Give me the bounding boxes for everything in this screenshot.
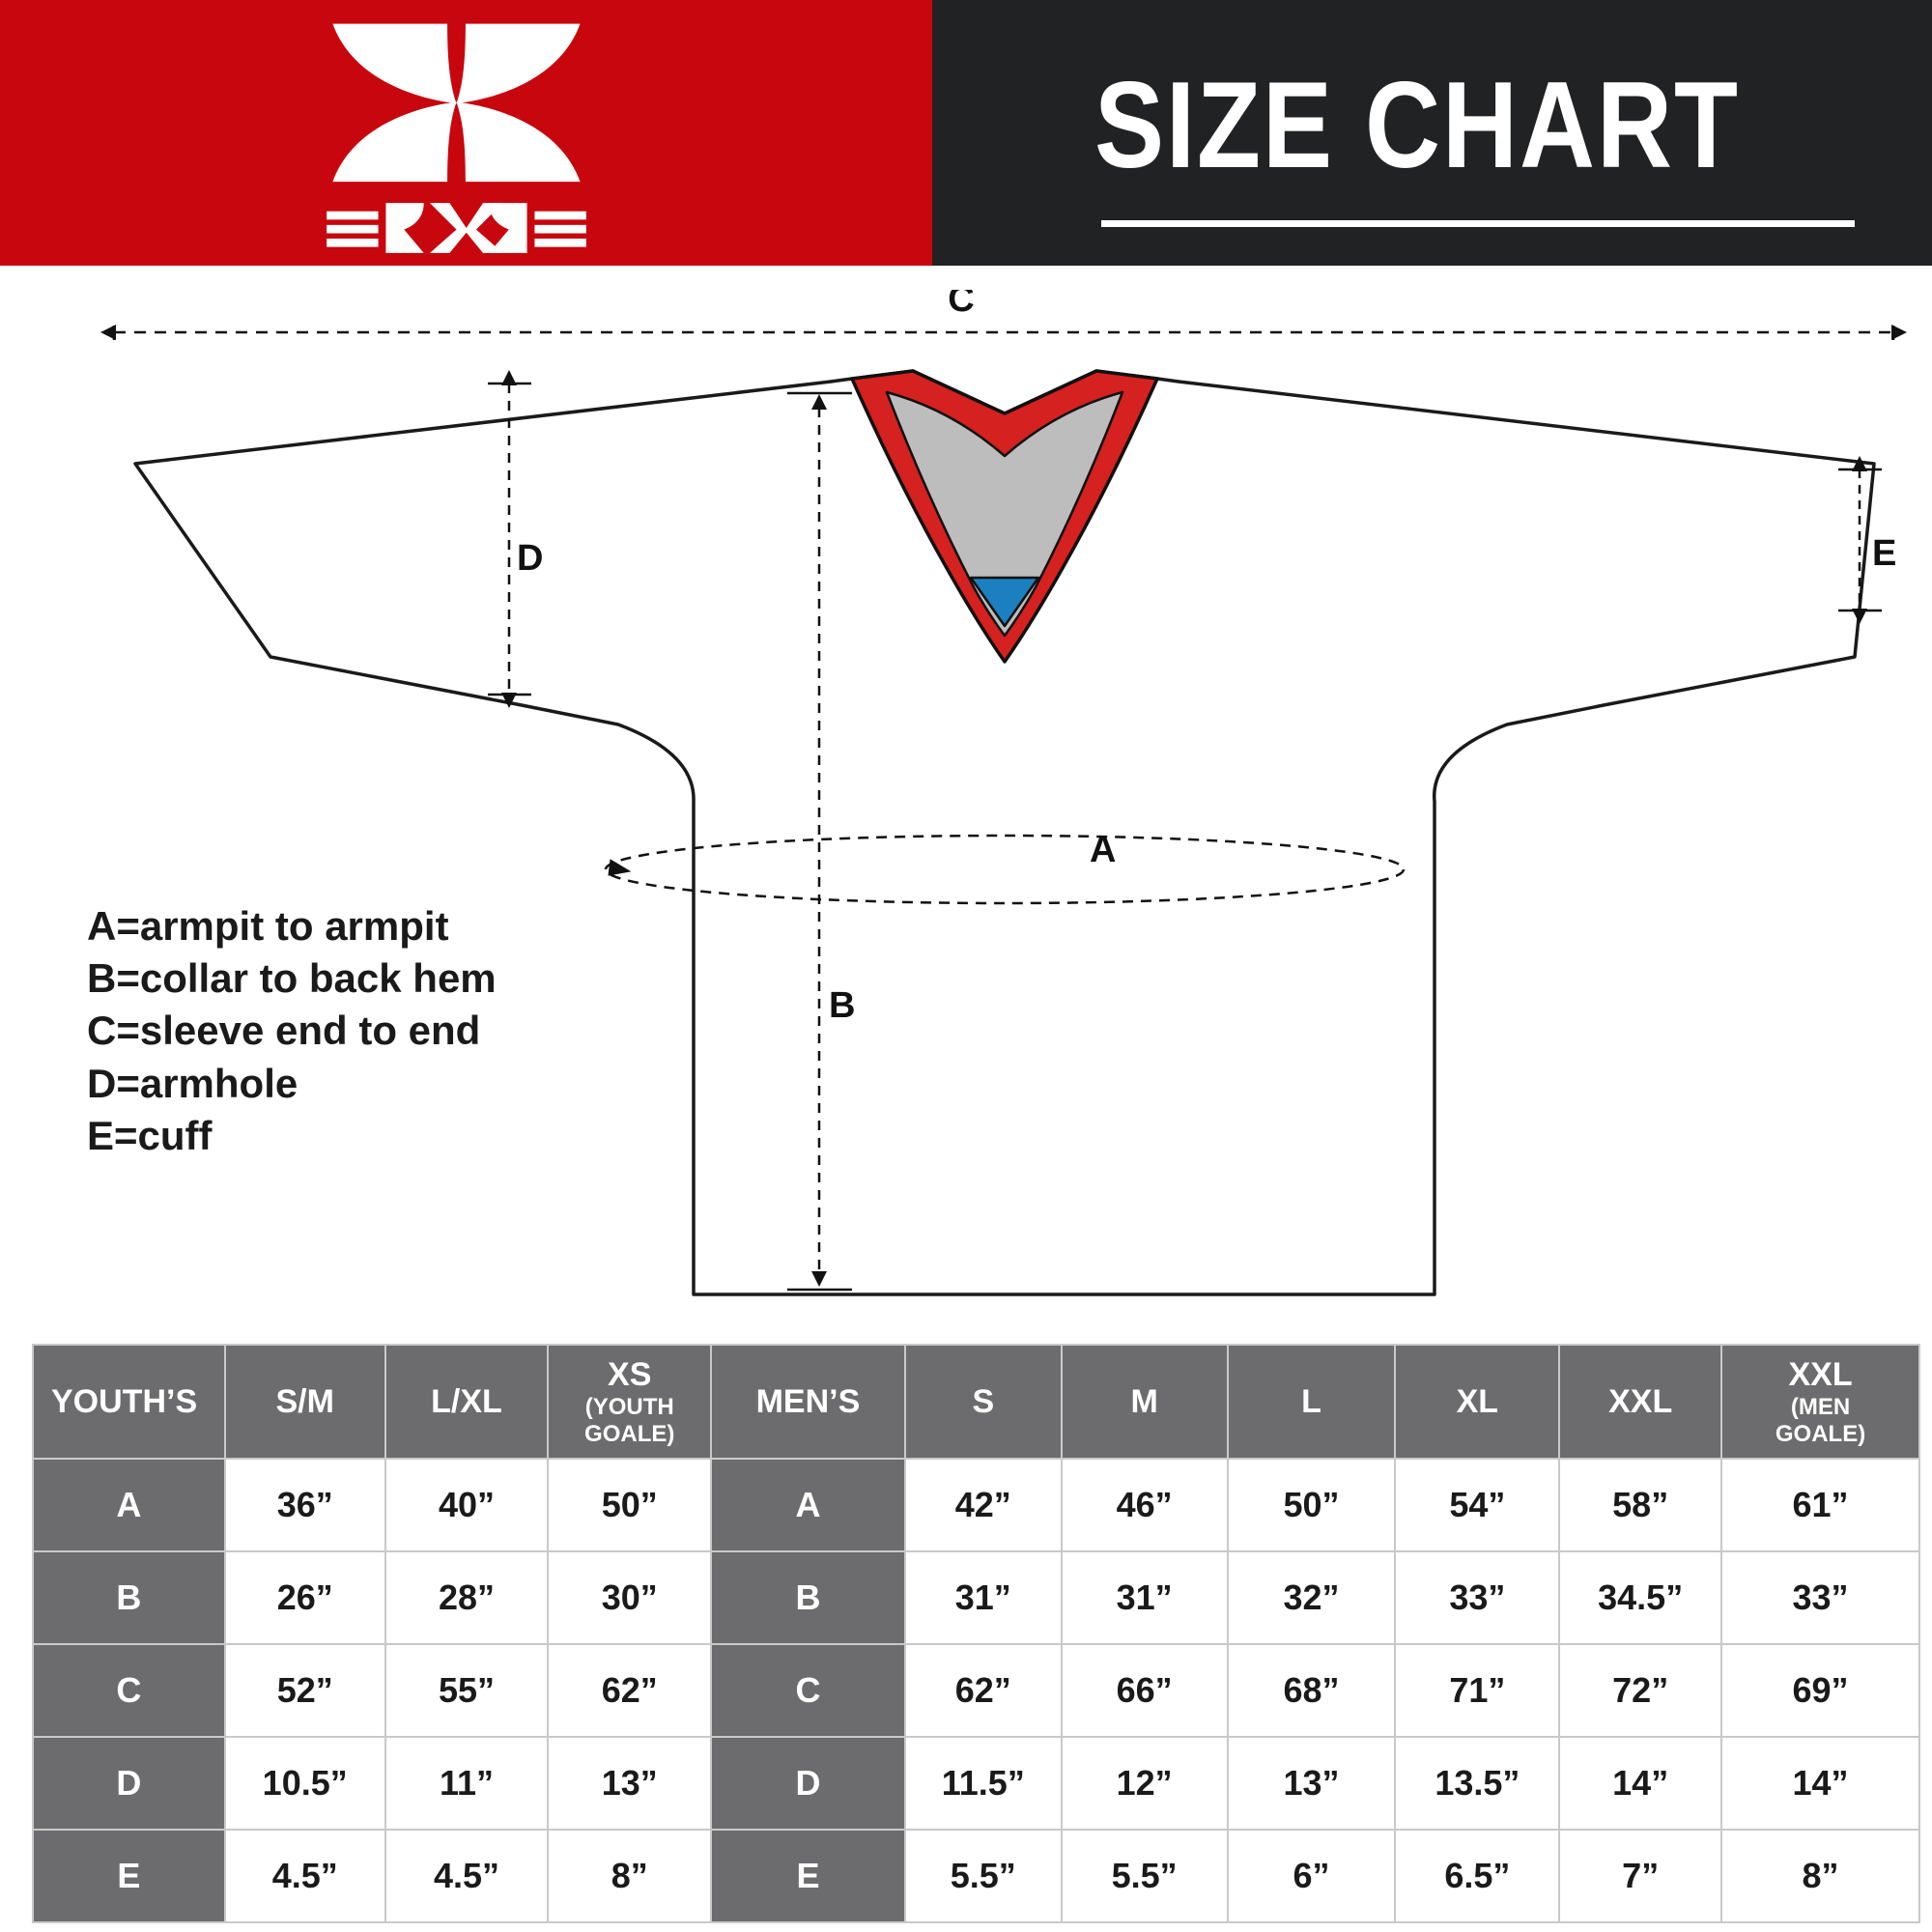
svg-text:D: D xyxy=(517,538,543,579)
svg-text:E: E xyxy=(1872,533,1896,574)
svg-text:A: A xyxy=(1090,830,1116,870)
svg-text:B: B xyxy=(829,985,855,1026)
svg-text:C: C xyxy=(948,290,974,320)
